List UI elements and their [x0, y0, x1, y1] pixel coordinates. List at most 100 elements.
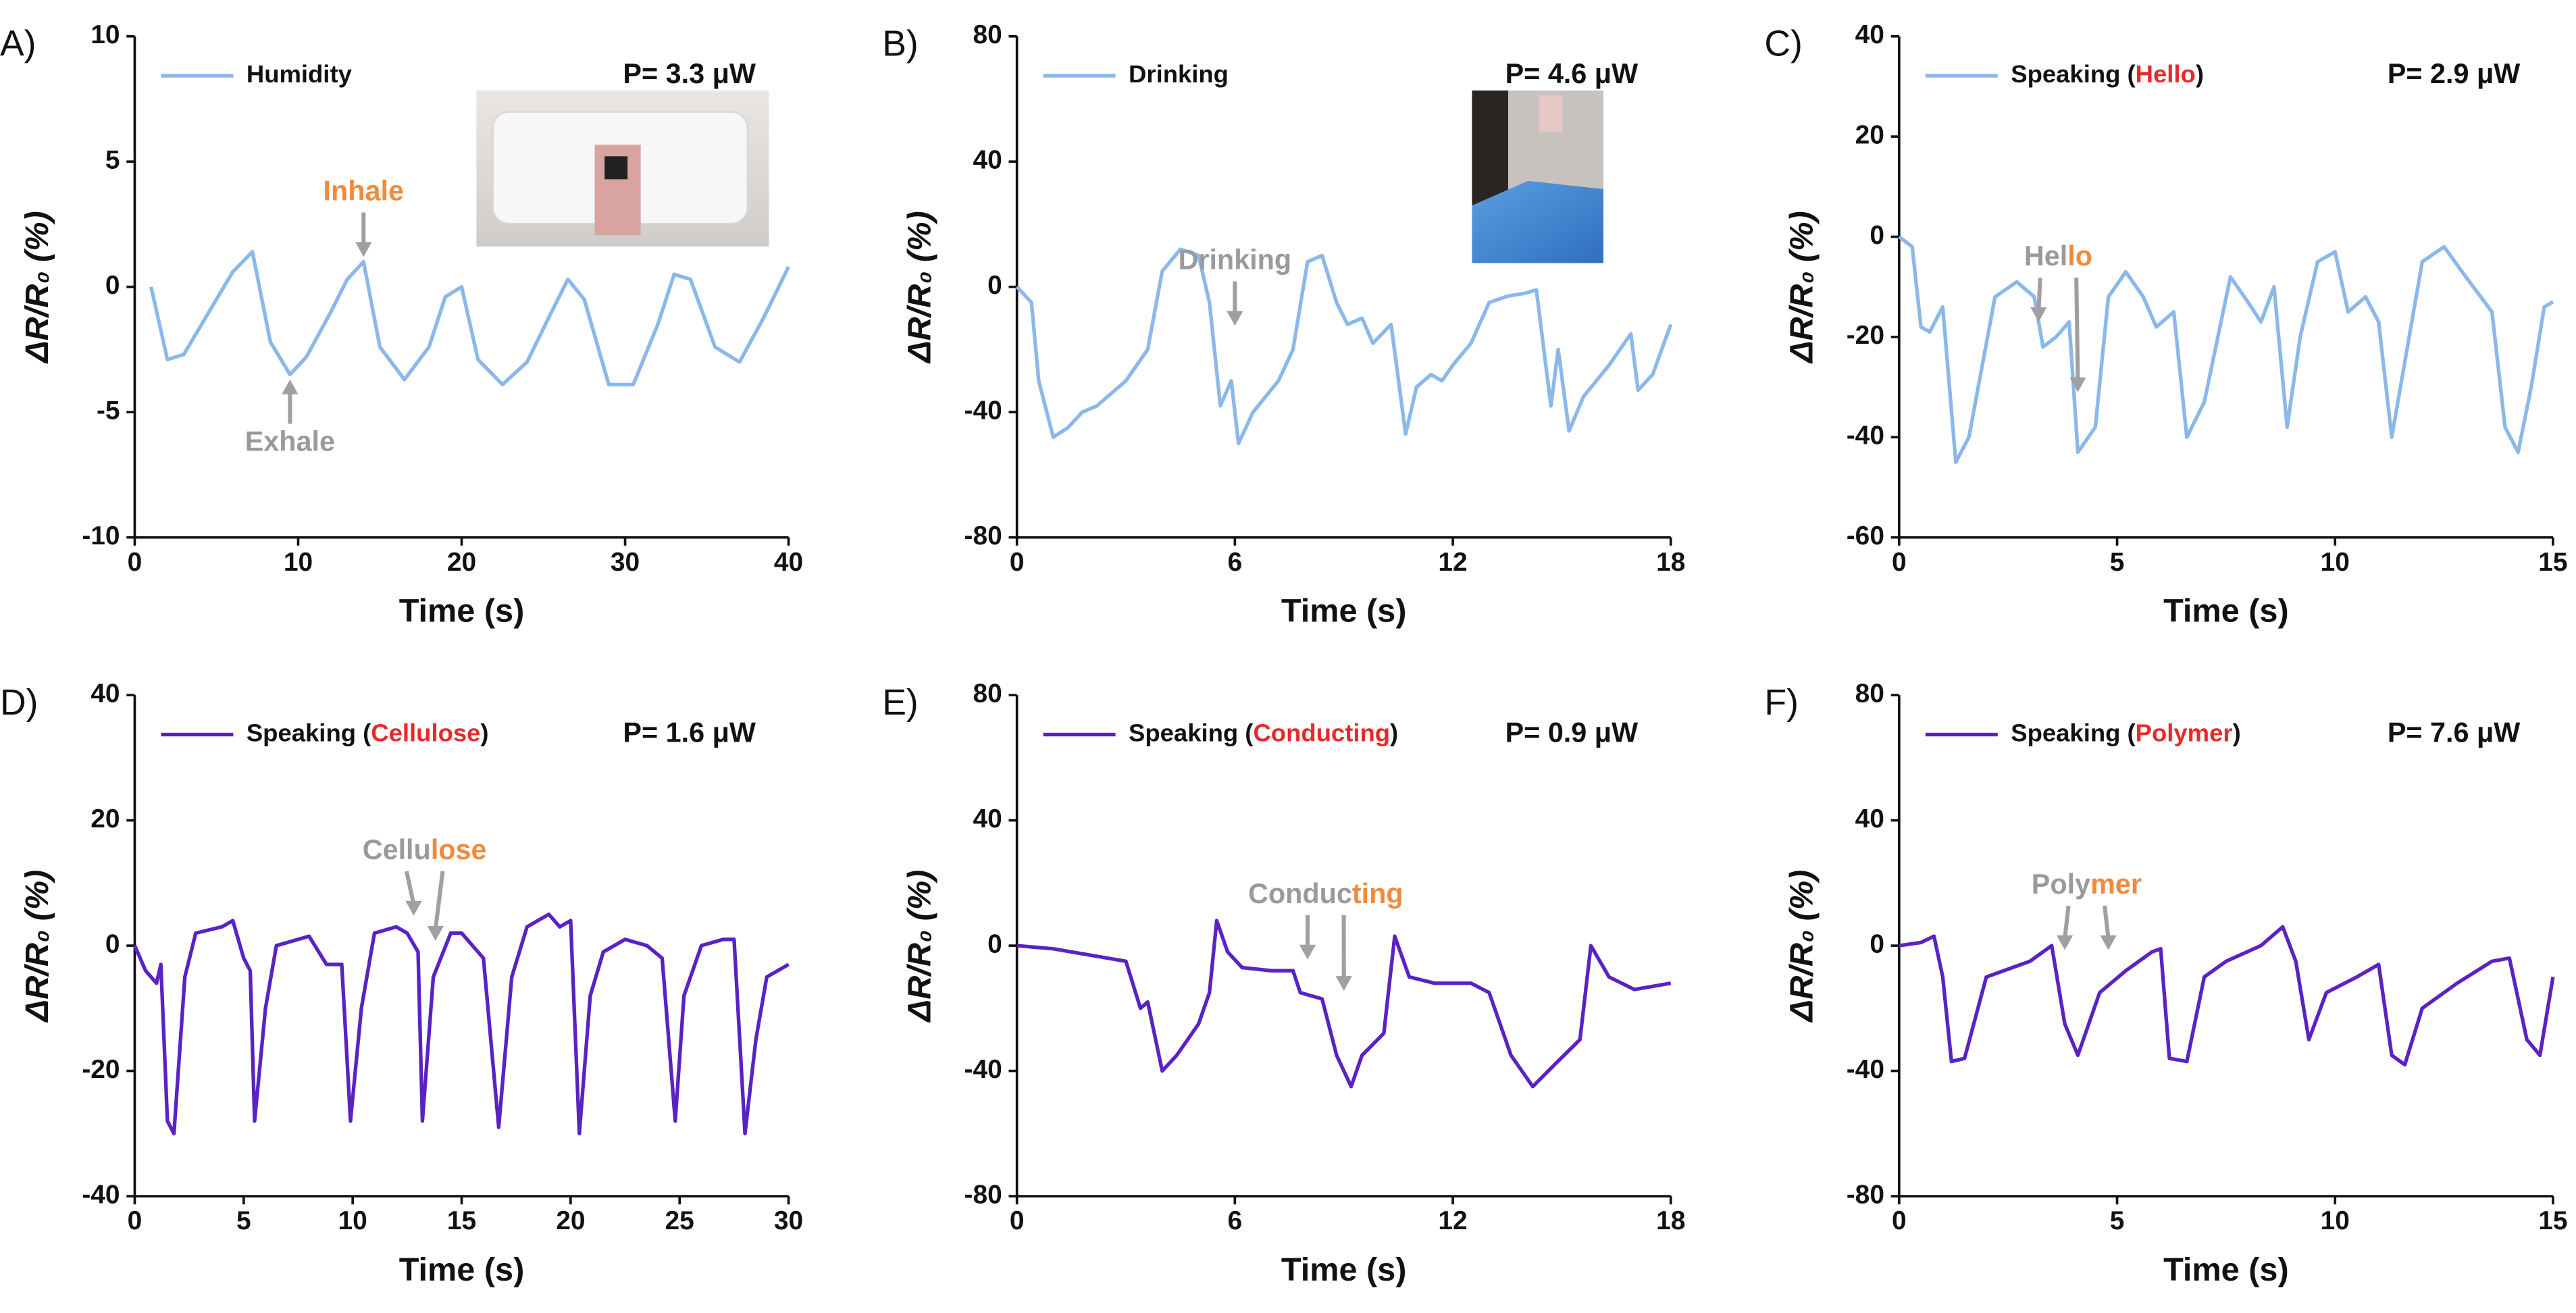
y-tick-label: 40 — [1855, 20, 1884, 49]
x-tick-label: 20 — [447, 548, 476, 577]
legend-label: Humidity — [247, 60, 353, 88]
annotation-arrow — [433, 871, 445, 930]
panel: A) -10 -5 0 5 10 0 10 20 30 40 Time (s) ΔR/R₀ (%) Hum… — [0, 20, 803, 629]
y-tick-label: -40 — [1847, 1055, 1884, 1084]
panel: E) -80 -40 0 40 80 0 6 12 18 Time (s) ΔR/R₀ (%) Spea… — [882, 679, 1685, 1287]
x-tick-label: 6 — [1228, 1206, 1243, 1235]
y-tick-label: -20 — [82, 1055, 120, 1084]
annotation-arrowhead — [1299, 944, 1316, 960]
annotation-arrowhead — [1227, 311, 1243, 326]
annotation-part: Hel — [2024, 240, 2067, 272]
legend-label: Speaking (Hello) — [2011, 60, 2204, 88]
legend-label: Speaking (Cellulose) — [247, 719, 489, 746]
legend-label: Drinking — [1129, 60, 1229, 88]
panel-label: A) — [0, 24, 36, 64]
power-label: P= 7.6 μW — [2388, 717, 2520, 748]
x-tick-label: 18 — [1656, 1206, 1685, 1235]
annotation-arrowhead — [355, 242, 372, 257]
x-tick-label: 10 — [338, 1206, 367, 1235]
annotation-arrow — [404, 871, 416, 905]
x-tick-label: 12 — [1438, 548, 1467, 577]
annotation: Cellulose — [363, 834, 487, 865]
annotation-arrowhead — [427, 925, 444, 941]
y-tick-label: 0 — [987, 929, 1002, 958]
annotation-part: Poly — [2032, 869, 2090, 900]
annotation-part: ting — [1352, 878, 1403, 909]
panel: B) -80 -40 0 40 80 0 6 12 18 Time (s) ΔR/R₀ (%) Drin… — [882, 20, 1685, 629]
y-tick-label: 0 — [987, 271, 1002, 300]
x-tick-label: 18 — [1656, 548, 1685, 577]
annotation-part: lo — [2067, 240, 2092, 272]
data-line — [1015, 247, 1673, 446]
legend-label-part: Speaking ( — [1129, 719, 1254, 746]
y-tick-label: -40 — [964, 396, 1002, 425]
y-tick-label: -60 — [1847, 521, 1884, 550]
x-tick-label: 15 — [447, 1206, 476, 1235]
x-tick-label: 10 — [2321, 548, 2350, 577]
y-tick-label: 20 — [91, 804, 120, 833]
legend-label-part: ) — [2233, 719, 2241, 746]
legend-label: Speaking (Conducting) — [1129, 719, 1398, 746]
panel-label: C) — [1764, 24, 1802, 64]
annotation-arrow — [2074, 278, 2080, 381]
annotation-arrowhead — [282, 379, 299, 394]
y-tick-label: 0 — [105, 929, 120, 958]
panel-label: F) — [1764, 683, 1798, 723]
y-tick-label: -40 — [1847, 421, 1884, 450]
annotation-part: lose — [431, 834, 487, 865]
y-axis-title: ΔR/R₀ (%) — [19, 211, 55, 364]
x-tick-label: 10 — [2321, 1206, 2350, 1235]
data-line — [1898, 235, 2554, 465]
legend-label-part: Cellulose — [371, 719, 480, 746]
x-tick-label: 5 — [2110, 548, 2125, 577]
y-axis-title: ΔR/R₀ (%) — [901, 870, 937, 1023]
y-tick-label: -80 — [964, 521, 1002, 550]
legend-label-part: ) — [2196, 60, 2204, 88]
y-tick-label: 80 — [1855, 679, 1884, 708]
x-tick-label: 30 — [611, 548, 640, 577]
x-axis-title: Time (s) — [399, 592, 525, 629]
annotation-arrow — [2036, 277, 2042, 311]
y-tick-label: -80 — [964, 1180, 1002, 1209]
annotation: Polymer — [2032, 869, 2142, 900]
data-line — [149, 250, 790, 387]
y-tick-label: 40 — [973, 146, 1002, 175]
y-tick-label: 0 — [105, 271, 120, 300]
x-tick-label: 5 — [2110, 1206, 2125, 1235]
annotation-part: Conduc — [1248, 878, 1352, 909]
y-tick-label: 20 — [1855, 120, 1884, 149]
y-axis-title: ΔR/R₀ (%) — [19, 870, 55, 1023]
x-axis-title: Time (s) — [2163, 592, 2289, 629]
x-tick-label: 20 — [556, 1206, 585, 1235]
power-label: P= 3.3 μW — [623, 58, 755, 89]
y-tick-label: 40 — [973, 804, 1002, 833]
x-tick-label: 25 — [665, 1206, 694, 1235]
x-tick-label: 15 — [2538, 548, 2567, 577]
data-line — [1016, 919, 1672, 1089]
y-tick-label: -10 — [82, 521, 120, 550]
annotation: Conducting — [1248, 878, 1403, 909]
annotation-arrow — [2063, 905, 2071, 939]
panel: D) -40 -20 0 20 40 0 5 10 15 20 25 30 Time (s) ΔR/R₀ (… — [0, 679, 803, 1287]
y-tick-label: 40 — [1855, 804, 1884, 833]
legend-label-part: Hello — [2136, 60, 2196, 88]
y-tick-label: -20 — [1847, 321, 1884, 350]
legend-label-part: ) — [1390, 719, 1398, 746]
power-label: P= 4.6 μW — [1505, 58, 1638, 89]
x-axis-title: Time (s) — [1281, 592, 1407, 629]
x-tick-label: 0 — [128, 1206, 143, 1235]
x-tick-label: 12 — [1438, 1206, 1467, 1235]
x-tick-label: 6 — [1228, 548, 1243, 577]
annotation-arrowhead — [2056, 935, 2073, 950]
x-tick-label: 0 — [1010, 1206, 1025, 1235]
x-tick-label: 30 — [774, 1206, 803, 1235]
y-tick-label: 80 — [973, 679, 1002, 708]
annotation: Exhale — [245, 426, 335, 457]
y-tick-label: 80 — [973, 20, 1002, 49]
y-tick-label: 40 — [91, 679, 120, 708]
x-tick-label: 0 — [1892, 1206, 1907, 1235]
legend-label-part: Conducting — [1253, 719, 1390, 746]
y-tick-label: 10 — [91, 20, 120, 49]
